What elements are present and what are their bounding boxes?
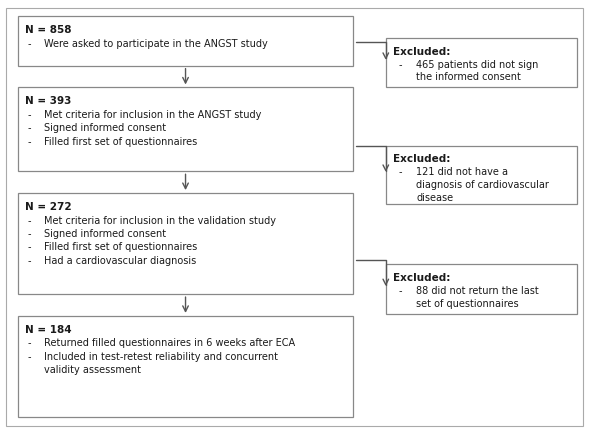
Text: validity assessment: validity assessment (44, 365, 141, 375)
Text: Excluded:: Excluded: (393, 154, 450, 164)
Bar (18, 17, 353, 67)
Bar (18, 316, 353, 417)
Text: 465 patients did not sign: 465 patients did not sign (416, 60, 539, 70)
Text: Had a cardiovascular diagnosis: Had a cardiovascular diagnosis (44, 255, 196, 265)
Text: Signed informed consent: Signed informed consent (44, 123, 166, 133)
Bar (18, 88, 353, 172)
Text: Filled first set of questionnaires: Filled first set of questionnaires (44, 137, 197, 147)
Text: -: - (28, 110, 31, 120)
Text: -: - (28, 39, 31, 49)
Text: Met criteria for inclusion in the validation study: Met criteria for inclusion in the valida… (44, 215, 276, 225)
Text: -: - (28, 242, 31, 252)
Text: Excluded:: Excluded: (393, 272, 450, 282)
Text: -: - (28, 338, 31, 348)
Text: -: - (399, 60, 402, 70)
Text: -: - (399, 286, 402, 295)
Text: Returned filled questionnaires in 6 weeks after ECA: Returned filled questionnaires in 6 week… (44, 338, 294, 348)
Text: Included in test-retest reliability and concurrent: Included in test-retest reliability and … (44, 351, 277, 361)
Text: Excluded:: Excluded: (393, 46, 450, 56)
Text: -: - (28, 351, 31, 361)
Text: Were asked to participate in the ANGST study: Were asked to participate in the ANGST s… (44, 39, 267, 49)
Text: Signed informed consent: Signed informed consent (44, 228, 166, 239)
Text: the informed consent: the informed consent (416, 72, 521, 82)
Bar (386, 146, 577, 204)
Text: 121 did not have a: 121 did not have a (416, 167, 508, 177)
Text: N = 858: N = 858 (25, 25, 71, 35)
Text: -: - (28, 137, 31, 147)
Bar (386, 264, 577, 314)
Text: diagnosis of cardiovascular: diagnosis of cardiovascular (416, 180, 550, 190)
Text: 88 did not return the last: 88 did not return the last (416, 286, 539, 295)
Text: -: - (28, 255, 31, 265)
Text: Filled first set of questionnaires: Filled first set of questionnaires (44, 242, 197, 252)
Text: N = 393: N = 393 (25, 96, 71, 106)
Text: N = 272: N = 272 (25, 201, 71, 211)
Text: Met criteria for inclusion in the ANGST study: Met criteria for inclusion in the ANGST … (44, 110, 261, 120)
Text: N = 184: N = 184 (25, 324, 71, 334)
Text: disease: disease (416, 193, 454, 203)
Text: -: - (28, 228, 31, 239)
Bar (386, 39, 577, 88)
Text: set of questionnaires: set of questionnaires (416, 298, 519, 308)
Text: -: - (399, 167, 402, 177)
Text: -: - (28, 123, 31, 133)
Text: -: - (28, 215, 31, 225)
Bar (18, 194, 353, 295)
